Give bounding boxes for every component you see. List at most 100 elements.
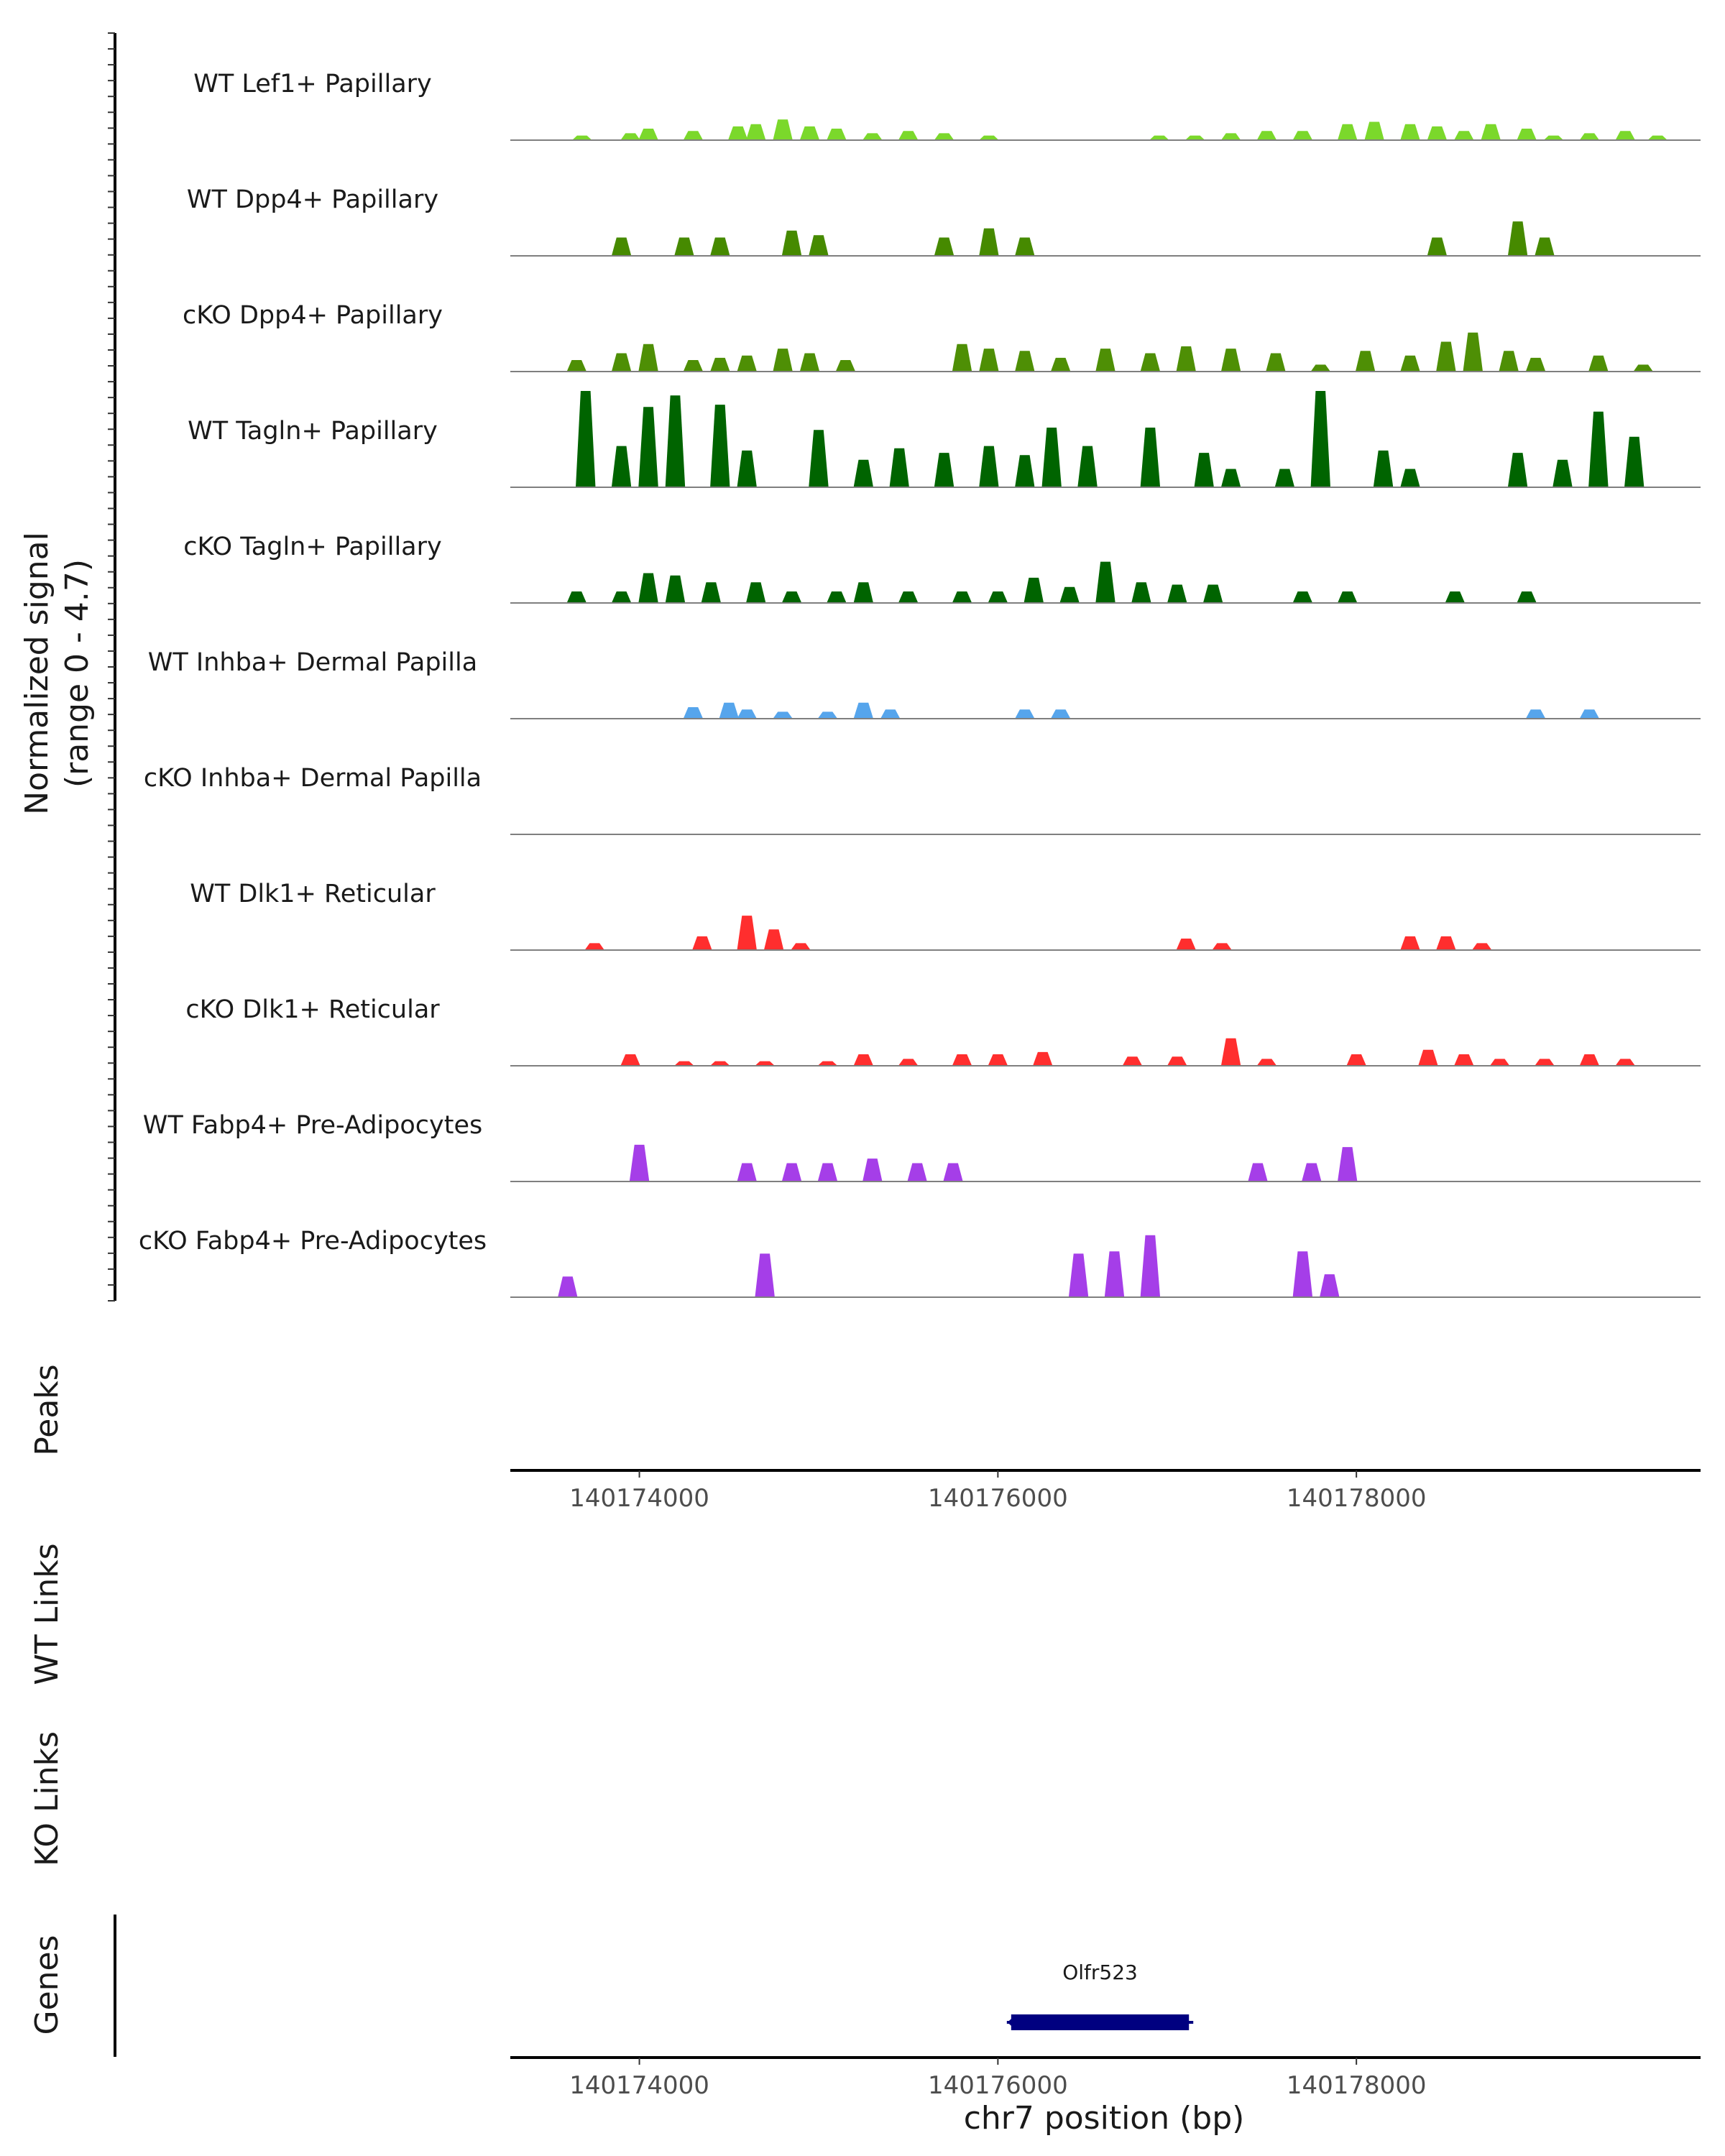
- coverage-bin: [827, 129, 847, 140]
- coverage-bin: [1624, 436, 1644, 487]
- coverage-bin: [1256, 131, 1277, 140]
- coverage-bin: [1033, 1051, 1053, 1066]
- coverage-bin: [773, 349, 793, 372]
- coverage-bin: [1015, 455, 1035, 487]
- coverage-bin: [889, 448, 909, 487]
- coverage-bin: [1015, 351, 1035, 372]
- coverage-bin: [763, 929, 784, 950]
- coverage-bin: [979, 349, 999, 372]
- coverage-bin: [1615, 131, 1635, 140]
- coverage-bin: [701, 582, 721, 603]
- coverage-bin: [1346, 1054, 1366, 1066]
- coverage-bin: [1427, 237, 1448, 256]
- coverage-bin: [683, 707, 704, 719]
- coverage-bin: [584, 943, 604, 950]
- track-1: WT Lef1+ Papillary: [193, 70, 1701, 141]
- coverage-bin: [1068, 1253, 1089, 1297]
- coverage-bin: [1588, 355, 1609, 372]
- coverage-bin: [572, 135, 592, 140]
- coverage-bin: [710, 1061, 730, 1066]
- coverage-bin: [1400, 355, 1420, 372]
- coverage-bin: [674, 237, 694, 256]
- coverage-bin: [827, 591, 847, 603]
- track-label: WT Tagln+ Papillary: [188, 417, 438, 446]
- coverage-bin: [817, 711, 838, 719]
- coverage-bin: [1535, 1059, 1555, 1066]
- coverage-bin: [1436, 341, 1456, 372]
- coverage-bin: [1140, 1235, 1161, 1297]
- coverage-bin: [781, 1163, 802, 1181]
- coverage-bin: [817, 1061, 838, 1066]
- coverage-bin: [1507, 453, 1528, 487]
- coverage-bin: [719, 702, 739, 719]
- coverage-bin: [1202, 584, 1223, 603]
- coverage-bin: [1220, 133, 1241, 140]
- coverage-bin: [1445, 591, 1465, 603]
- coverage-bin: [1050, 357, 1071, 372]
- coverage-bin: [1310, 391, 1330, 487]
- coverage-bin: [943, 1163, 963, 1181]
- coverage-bin: [1302, 1163, 1322, 1181]
- track-label: WT Fabp4+ Pre-Adipocytes: [143, 1111, 482, 1140]
- coverage-bin: [1256, 1059, 1277, 1066]
- track-label: WT Lef1+ Papillary: [193, 70, 432, 98]
- coverage-bin: [1167, 1056, 1187, 1066]
- track-7: cKO Inhba+ Dermal Papilla: [144, 764, 1701, 835]
- coverage-bin: [1535, 237, 1555, 256]
- coverage-bin: [1579, 1054, 1600, 1066]
- coverage-bin: [1176, 939, 1196, 950]
- coverage-bin: [1024, 577, 1044, 603]
- coverage-bin: [1095, 349, 1116, 372]
- coverage-bin: [1507, 221, 1528, 256]
- coverage-bin: [728, 126, 748, 140]
- coverage-bin: [611, 591, 632, 603]
- coverage-bin: [755, 1253, 775, 1297]
- coverage-bin: [1292, 1251, 1313, 1297]
- track-label: WT Dpp4+ Papillary: [187, 185, 438, 214]
- coverage-bin: [1212, 943, 1232, 950]
- coverage-bin: [620, 1054, 640, 1066]
- coverage-bin: [799, 353, 820, 372]
- track-label: cKO Fabp4+ Pre-Adipocytes: [139, 1227, 487, 1256]
- coverage-bin: [1050, 709, 1071, 719]
- coverage-bin: [710, 405, 730, 487]
- coverage-bin: [620, 133, 640, 140]
- coverage-bin: [1517, 129, 1537, 140]
- coverage-bin: [781, 230, 802, 256]
- coverage-bin: [737, 916, 757, 950]
- coverage-bin: [988, 591, 1008, 603]
- coverage-bin: [898, 1059, 919, 1066]
- coverage-bin: [638, 407, 658, 487]
- coverage-bin: [1525, 709, 1546, 719]
- coverage-bin: [988, 1054, 1008, 1066]
- coverage-tracks: WT Lef1+ Papillary WT Dpp4+ Papillary cKO …: [139, 70, 1701, 1298]
- coverage-bin: [638, 344, 658, 372]
- coverage-bin: [638, 129, 658, 140]
- coverage-bin: [1015, 237, 1035, 256]
- coverage-bin: [880, 709, 901, 719]
- coverage-bin: [558, 1276, 578, 1297]
- coverage-bin: [1059, 586, 1080, 603]
- coverage-bin: [781, 591, 802, 603]
- coverage-bin: [1454, 1054, 1474, 1066]
- coverage-bin: [952, 344, 972, 372]
- track-label: cKO Tagln+ Papillary: [183, 533, 442, 561]
- coverage-bin: [1588, 411, 1609, 487]
- coverage-bin: [934, 453, 954, 487]
- coverage-bin: [1167, 584, 1187, 603]
- coverage-bin: [809, 235, 829, 256]
- x-tick-label: 140176000: [928, 1484, 1068, 1513]
- strand-arrow-icon: [1007, 2014, 1017, 2030]
- coverage-bin: [1104, 1251, 1125, 1297]
- coverage-bin: [692, 936, 712, 950]
- coverage-bin: [1427, 126, 1448, 140]
- coverage-bin: [809, 430, 829, 487]
- coverage-bin: [611, 237, 632, 256]
- coverage-bin: [1579, 133, 1600, 140]
- coverage-bin: [566, 591, 586, 603]
- coverage-bin: [1185, 135, 1205, 140]
- coverage-bin: [1400, 936, 1420, 950]
- coverage-bin: [835, 360, 856, 372]
- coverage-bin: [611, 446, 632, 487]
- track-10: WT Fabp4+ Pre-Adipocytes: [143, 1111, 1701, 1182]
